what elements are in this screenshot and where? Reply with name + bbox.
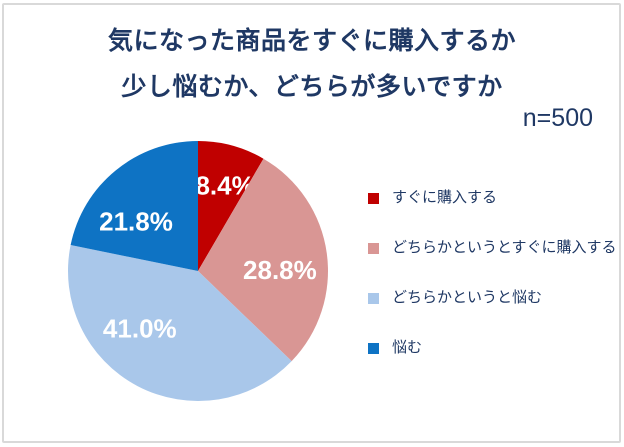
legend-label: どちらかというとすぐに購入する xyxy=(392,239,617,256)
legend-item-rather-buy: どちらかというとすぐに購入する xyxy=(368,240,617,256)
pie-slice-label-3: 21.8% xyxy=(99,207,173,237)
chart-title-line2: 少し悩むか、どちらが多いですか xyxy=(121,73,503,101)
pie-slice-0 xyxy=(198,141,264,271)
pie-slice-label-1: 28.8% xyxy=(243,255,317,285)
pie-slice-label-2: 41.0% xyxy=(103,314,177,344)
pie-slice-3 xyxy=(70,141,198,271)
legend-label: どちらかというと悩む xyxy=(392,289,543,306)
legend-swatch-icon xyxy=(368,292,379,304)
chart-title: 気になった商品をすぐに購入するか 少し悩むか、どちらが多いですか xyxy=(0,18,624,110)
legend-label: 悩む xyxy=(392,339,423,356)
legend-swatch-icon xyxy=(368,242,379,254)
legend-item-rather-hesitate: どちらかというと悩む xyxy=(368,290,617,306)
legend-item-hesitate: 悩む xyxy=(368,340,617,356)
legend-swatch-icon xyxy=(368,342,379,354)
legend-swatch-icon xyxy=(368,192,379,204)
sample-size-label: n=500 xyxy=(522,104,593,132)
pie-slice-2 xyxy=(68,245,292,401)
chart-title-line1: 気になった商品をすぐに購入するか xyxy=(107,27,516,55)
legend-label: すぐに購入する xyxy=(392,189,498,206)
legend-item-immediately-buy: すぐに購入する xyxy=(368,190,617,206)
pie-slice-1 xyxy=(198,158,328,362)
chart-legend: すぐに購入する どちらかというとすぐに購入する どちらかというと悩む 悩む xyxy=(368,190,617,356)
